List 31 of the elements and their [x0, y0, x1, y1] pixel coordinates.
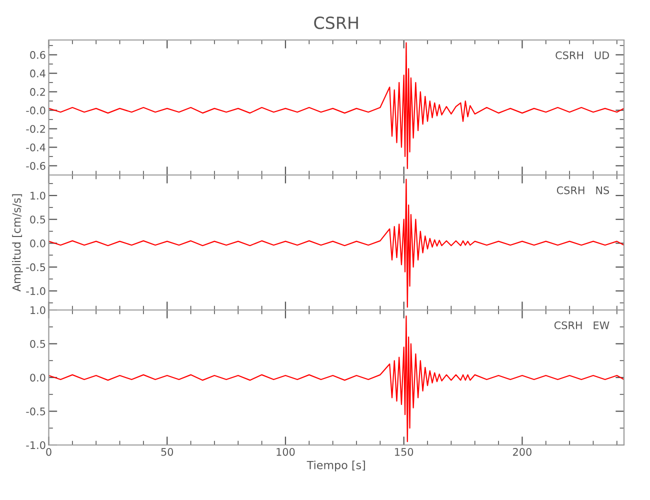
annotation: CSRH NS	[556, 186, 610, 194]
y-tick-label: 0.0	[30, 374, 46, 382]
line-series	[48, 178, 624, 308]
line-series	[48, 42, 624, 170]
y-tick-label: 0.4	[30, 70, 46, 78]
x-tick-label: 100	[276, 448, 295, 456]
chart-title: CSRH	[314, 16, 358, 30]
y-tick-label: -0.2	[26, 124, 45, 133]
y-tick-label: 0.0	[30, 239, 46, 248]
line-series	[48, 316, 624, 442]
y-tick-label: -0.5	[26, 407, 46, 416]
x-tick-label: 150	[395, 448, 414, 456]
y-tick-label: 1.0	[30, 306, 46, 314]
annotation: CSRH EW	[554, 321, 610, 330]
y-tick-label: -0.0	[26, 106, 46, 114]
y-tick-label: 0.6	[30, 51, 46, 59]
y-axis-title: Amplitud [cm/s/s]	[12, 194, 23, 292]
y-tick-label: -0.6	[26, 162, 46, 170]
y-tick-label: 0.2	[30, 88, 45, 96]
x-tick-label: 50	[161, 448, 174, 456]
y-tick-label: 1.0	[30, 192, 46, 200]
x-tick-label: 200	[513, 448, 532, 456]
y-tick-label: -1.0	[26, 287, 46, 296]
y-tick-label: 0.5	[30, 340, 46, 348]
y-tick-label: -0.4	[26, 143, 46, 152]
y-tick-label: 0.5	[30, 216, 46, 224]
y-tick-label: -0.5	[26, 263, 46, 272]
x-tick-label: 0	[46, 448, 52, 456]
x-axis-title: Tiempo [s]	[306, 460, 365, 472]
annotation: CSRH UD	[556, 51, 610, 60]
y-tick-label: -1.0	[26, 441, 46, 450]
